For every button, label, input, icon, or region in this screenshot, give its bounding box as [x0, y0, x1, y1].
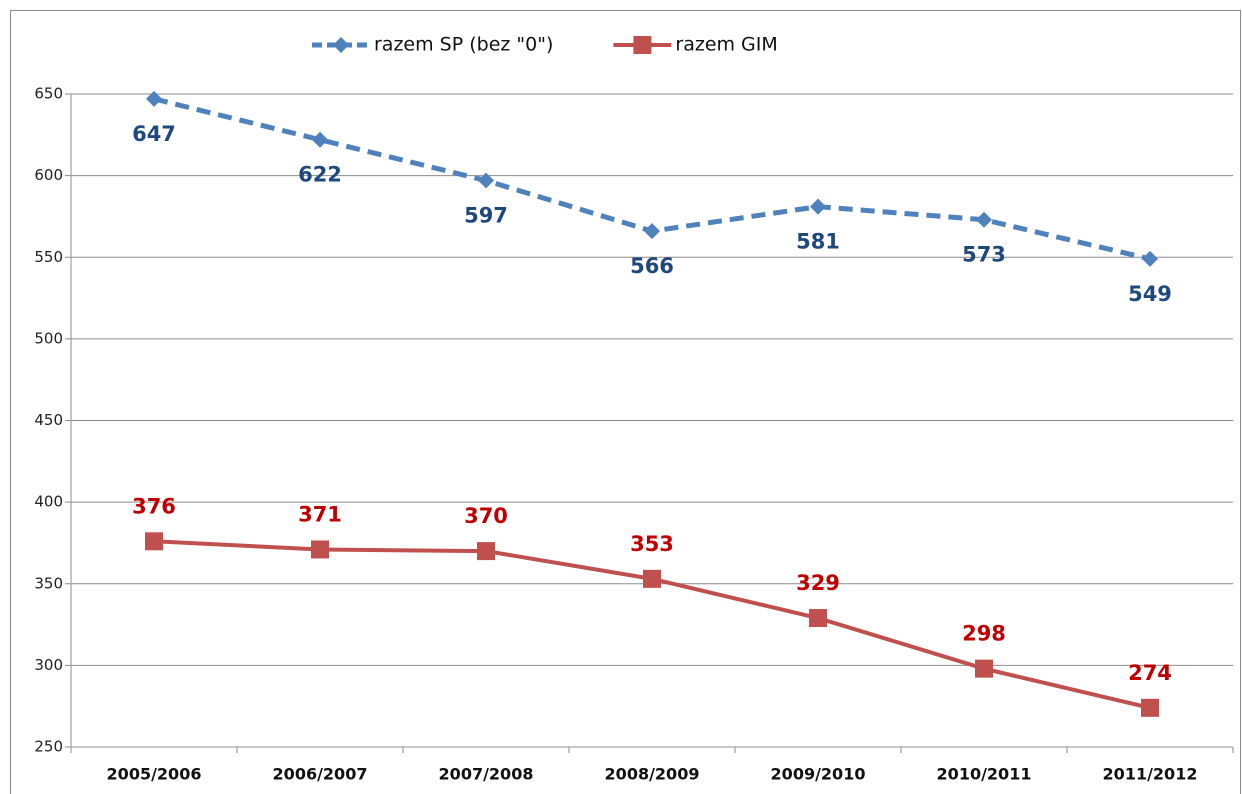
- legend: razem SP (bez "0") razem GIM: [312, 34, 778, 56]
- x-tick-label: 2007/2008: [439, 765, 534, 784]
- data-label: 549: [1128, 282, 1172, 306]
- data-label: 371: [298, 502, 342, 526]
- data-label: 622: [298, 163, 342, 187]
- x-tick-label: 2008/2009: [605, 765, 700, 784]
- square-marker: [809, 609, 827, 628]
- y-tick-label: 350: [34, 574, 63, 592]
- x-tick-label: 2010/2011: [937, 765, 1032, 784]
- data-label: 370: [464, 504, 508, 528]
- square-marker: [975, 659, 993, 678]
- square-marker: [145, 532, 163, 551]
- data-label: 376: [132, 494, 176, 518]
- diamond-marker: [810, 198, 826, 215]
- diamond-marker: [1142, 250, 1158, 267]
- y-tick-label: 300: [34, 656, 63, 674]
- y-tick-label: 650: [34, 85, 63, 103]
- legend-marker: [333, 37, 349, 53]
- y-tick-label: 450: [34, 411, 63, 429]
- square-marker: [1141, 698, 1159, 717]
- diamond-marker: [146, 90, 162, 107]
- x-tick-label: 2011/2012: [1103, 765, 1198, 784]
- data-label: 647: [132, 122, 176, 146]
- y-tick-label: 550: [34, 248, 63, 266]
- data-label: 274: [1128, 661, 1172, 685]
- data-label: 298: [962, 622, 1006, 646]
- x-tick-label: 2009/2010: [771, 765, 866, 784]
- data-label: 581: [796, 230, 840, 254]
- data-label: 329: [796, 571, 840, 595]
- y-tick-label: 500: [34, 329, 63, 347]
- legend-label: razem SP (bez "0"): [374, 34, 553, 56]
- legend-marker: [633, 36, 652, 54]
- diamond-marker: [644, 223, 660, 240]
- data-label: 573: [962, 243, 1006, 267]
- data-label: 597: [464, 204, 508, 228]
- y-tick-label: 400: [34, 493, 63, 511]
- x-tick-label: 2005/2006: [107, 765, 202, 784]
- y-tick-label: 600: [34, 166, 63, 184]
- square-marker: [643, 569, 661, 588]
- chart-border: [10, 10, 1241, 794]
- legend-label: razem GIM: [675, 34, 777, 56]
- diamond-marker: [312, 131, 328, 148]
- data-label: 353: [630, 532, 674, 556]
- x-tick-label: 2006/2007: [273, 765, 368, 784]
- square-marker: [477, 542, 495, 561]
- y-tick-label: 250: [34, 738, 63, 756]
- diamond-marker: [976, 211, 992, 228]
- diamond-marker: [478, 172, 494, 189]
- data-label: 566: [630, 254, 674, 278]
- square-marker: [311, 540, 329, 559]
